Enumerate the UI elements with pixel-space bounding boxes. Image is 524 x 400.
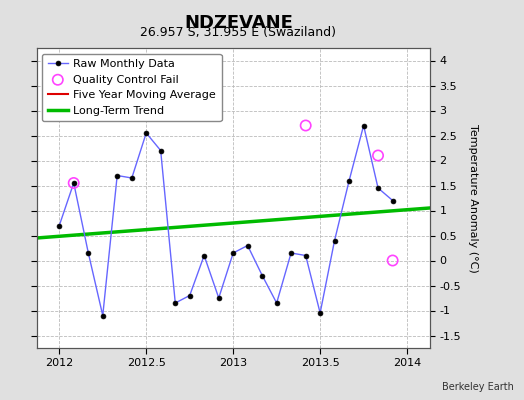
Raw Monthly Data [71,181,77,186]
Raw Monthly Data [274,301,280,306]
Raw Monthly Data [187,293,193,298]
Raw Monthly Data [317,310,323,315]
Raw Monthly Data [346,178,352,183]
Quality Control Fail [374,152,382,159]
Raw Monthly Data [215,296,222,300]
Raw Monthly Data [361,123,367,128]
Text: 26.957 S, 31.955 E (Swaziland): 26.957 S, 31.955 E (Swaziland) [140,26,336,39]
Raw Monthly Data [143,130,149,135]
Raw Monthly Data [245,243,251,248]
Raw Monthly Data [201,253,208,258]
Raw Monthly Data [114,173,121,178]
Legend: Raw Monthly Data, Quality Control Fail, Five Year Moving Average, Long-Term Tren: Raw Monthly Data, Quality Control Fail, … [42,54,222,121]
Raw Monthly Data [85,250,92,256]
Raw Monthly Data [230,250,236,256]
Raw Monthly Data [302,253,309,258]
Quality Control Fail [301,122,310,129]
Raw Monthly Data [331,238,337,243]
Raw Monthly Data [288,250,294,256]
Y-axis label: Temperature Anomaly (°C): Temperature Anomaly (°C) [468,124,478,272]
Raw Monthly Data [172,301,178,306]
Quality Control Fail [70,180,78,186]
Raw Monthly Data [389,198,396,203]
Raw Monthly Data [259,273,265,278]
Text: NDZEVANE: NDZEVANE [184,14,293,32]
Raw Monthly Data [56,223,62,228]
Line: Raw Monthly Data: Raw Monthly Data [57,123,395,318]
Raw Monthly Data [375,186,381,190]
Quality Control Fail [388,257,397,264]
Raw Monthly Data [129,176,135,180]
Text: Berkeley Earth: Berkeley Earth [442,382,514,392]
Raw Monthly Data [158,148,164,153]
Raw Monthly Data [100,313,106,318]
